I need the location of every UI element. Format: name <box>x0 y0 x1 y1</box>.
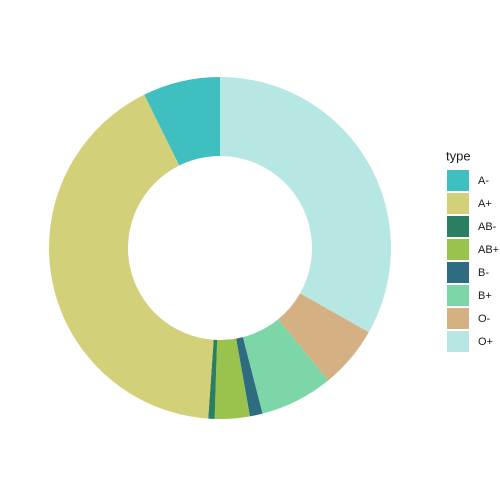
legend-key <box>447 216 469 237</box>
legend-key <box>447 308 469 329</box>
legend-label: B- <box>478 267 489 279</box>
legend-label: O- <box>478 313 491 325</box>
legend-label: AB- <box>478 221 497 233</box>
donut-slice <box>220 77 391 333</box>
donut-slice <box>214 338 250 419</box>
legend-label: B+ <box>478 290 492 302</box>
donut-slice <box>208 339 218 419</box>
legend-label: O+ <box>478 336 493 348</box>
donut-slice <box>242 319 329 414</box>
legend-key <box>447 193 469 214</box>
donut-slice <box>49 94 214 419</box>
donut-slice <box>144 77 220 166</box>
donut-slice <box>278 293 369 381</box>
legend-title: type <box>446 148 471 163</box>
legend-key <box>447 331 469 352</box>
legend-label: A+ <box>478 198 492 210</box>
legend-label: A- <box>478 175 489 187</box>
legend-key <box>447 170 469 191</box>
legend-key <box>447 262 469 283</box>
donut-slice <box>236 337 263 417</box>
legend-key <box>447 285 469 306</box>
legend-label: AB+ <box>478 244 499 256</box>
legend-key <box>447 239 469 260</box>
